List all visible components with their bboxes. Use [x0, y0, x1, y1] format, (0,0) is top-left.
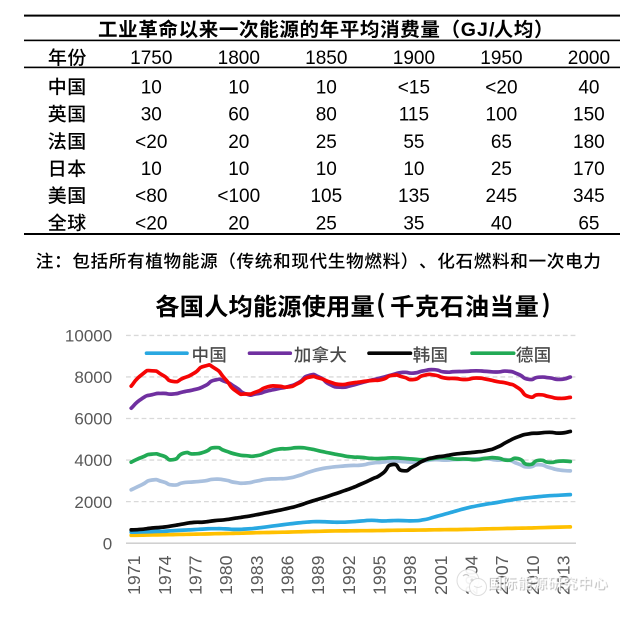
svg-text:1750: 1750	[130, 48, 172, 69]
svg-text:2000: 2000	[74, 493, 112, 512]
svg-text:4000: 4000	[74, 451, 112, 470]
svg-text:<100: <100	[217, 186, 260, 207]
svg-text:<15: <15	[398, 77, 430, 98]
svg-text:<20: <20	[135, 213, 167, 234]
svg-text:<80: <80	[135, 186, 167, 207]
svg-text:180: 180	[573, 132, 605, 153]
svg-text:1995: 1995	[370, 555, 390, 595]
svg-text:1992: 1992	[339, 555, 359, 595]
svg-text:1900: 1900	[393, 48, 435, 69]
svg-text:1977: 1977	[186, 555, 206, 595]
svg-text:35: 35	[403, 213, 424, 234]
svg-text:10: 10	[228, 159, 249, 180]
svg-text:<20: <20	[135, 132, 167, 153]
svg-text:30: 30	[141, 105, 162, 126]
svg-text:10000: 10000	[65, 327, 112, 346]
svg-text:80: 80	[316, 105, 337, 126]
svg-text:25: 25	[316, 213, 337, 234]
svg-text:1800: 1800	[218, 48, 260, 69]
svg-text:40: 40	[578, 77, 599, 98]
svg-text:1950: 1950	[480, 48, 522, 69]
svg-text:10: 10	[316, 159, 337, 180]
svg-text:65: 65	[578, 213, 599, 234]
svg-text:100: 100	[486, 105, 518, 126]
svg-text:1989: 1989	[308, 555, 328, 595]
svg-text:170: 170	[573, 159, 605, 180]
svg-text:10: 10	[141, 77, 162, 98]
svg-text:55: 55	[403, 132, 424, 153]
svg-text:10: 10	[228, 77, 249, 98]
svg-text:10: 10	[141, 159, 162, 180]
svg-text:1980: 1980	[216, 555, 236, 595]
svg-text:135: 135	[398, 186, 430, 207]
svg-text:150: 150	[573, 105, 605, 126]
svg-text:1998: 1998	[400, 555, 420, 595]
svg-text:245: 245	[486, 186, 518, 207]
svg-text:1974: 1974	[155, 555, 175, 595]
svg-text:8000: 8000	[74, 368, 112, 387]
svg-text:25: 25	[491, 159, 512, 180]
svg-text:<20: <20	[485, 77, 517, 98]
svg-text:0: 0	[103, 534, 112, 553]
svg-text:1971: 1971	[124, 555, 144, 595]
svg-text:2001: 2001	[431, 555, 451, 595]
svg-text:60: 60	[228, 105, 249, 126]
svg-text:10: 10	[403, 159, 424, 180]
svg-text:20: 20	[228, 213, 249, 234]
svg-text:GJ/: GJ/	[461, 19, 496, 41]
svg-text:6000: 6000	[74, 410, 112, 429]
svg-text:25: 25	[316, 132, 337, 153]
svg-text:105: 105	[310, 186, 342, 207]
svg-text:345: 345	[573, 186, 605, 207]
svg-text:115: 115	[399, 105, 429, 126]
svg-text:1850: 1850	[305, 48, 347, 69]
svg-text:20: 20	[228, 132, 249, 153]
svg-text:2000: 2000	[568, 48, 610, 69]
svg-text:1986: 1986	[278, 555, 298, 595]
svg-text:10: 10	[316, 77, 337, 98]
svg-text:1983: 1983	[247, 555, 267, 595]
svg-text:65: 65	[491, 132, 512, 153]
svg-text:40: 40	[491, 213, 512, 234]
